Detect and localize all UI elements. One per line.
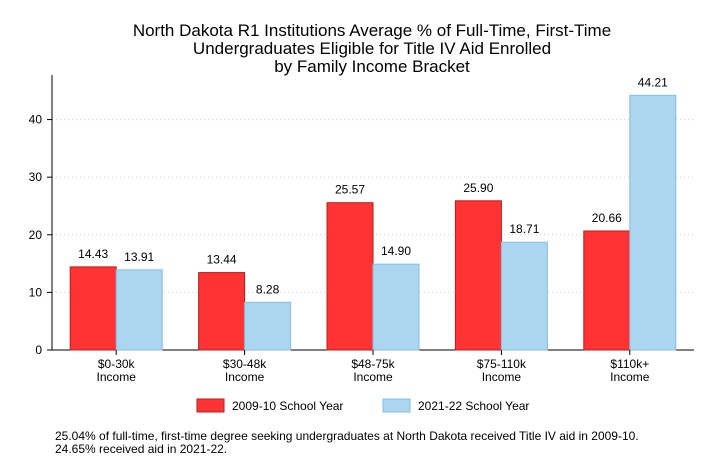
legend-swatch	[382, 398, 411, 413]
legend: 2009-10 School Year 2021-22 School Year	[196, 398, 529, 413]
chart-title-line-1: North Dakota R1 Institutions Average % o…	[133, 21, 611, 40]
y-tick-label: 40	[29, 113, 43, 127]
bar	[198, 272, 246, 351]
footnote: 25.04% of full-time, first-time degree s…	[55, 429, 639, 456]
x-tick-label: $0-30k	[98, 357, 136, 371]
chart-title: North Dakota R1 Institutions Average % o…	[133, 21, 611, 76]
data-label: 25.90	[463, 181, 493, 195]
data-label: 20.66	[592, 211, 622, 225]
y-tick-label: 0	[35, 343, 42, 357]
data-label: 13.91	[124, 250, 154, 264]
chart-title-line-2: Undergraduates Eligible for Title IV Aid…	[193, 39, 551, 58]
x-tick-label: $110k+	[610, 357, 649, 371]
bar	[500, 241, 548, 351]
bar	[583, 230, 631, 351]
bar	[629, 94, 677, 351]
bar	[244, 301, 292, 351]
x-tick-label: Income	[225, 370, 265, 384]
data-label: 13.44	[207, 253, 237, 267]
bar	[69, 266, 117, 351]
data-label: 44.21	[638, 75, 668, 89]
x-tick-label: Income	[482, 370, 522, 384]
legend-label: 2021-22 School Year	[418, 399, 529, 413]
x-tick-label: $75-110k	[477, 357, 527, 371]
bar	[454, 200, 502, 351]
x-tick-label: Income	[97, 370, 137, 384]
bar	[115, 269, 163, 351]
x-tick-label: $48-75k	[351, 357, 395, 371]
x-tick-label: Income	[610, 370, 650, 384]
y-tick-label: 10	[29, 285, 43, 299]
data-label: 14.43	[78, 247, 108, 261]
legend-swatch	[196, 398, 225, 413]
data-label: 14.90	[381, 244, 411, 258]
bar	[326, 202, 374, 351]
y-tick-label: 20	[29, 228, 43, 242]
chart-title-line-3: by Family Income Bracket	[274, 57, 470, 76]
data-label: 8.28	[256, 282, 280, 296]
x-tick-label: $30-48k	[223, 357, 267, 371]
x-tick-label: Income	[353, 370, 393, 384]
y-tick-label: 30	[29, 170, 43, 184]
bar	[372, 263, 420, 351]
data-label: 25.57	[335, 183, 365, 197]
data-label: 18.71	[509, 222, 539, 236]
legend-label: 2009-10 School Year	[232, 399, 343, 413]
